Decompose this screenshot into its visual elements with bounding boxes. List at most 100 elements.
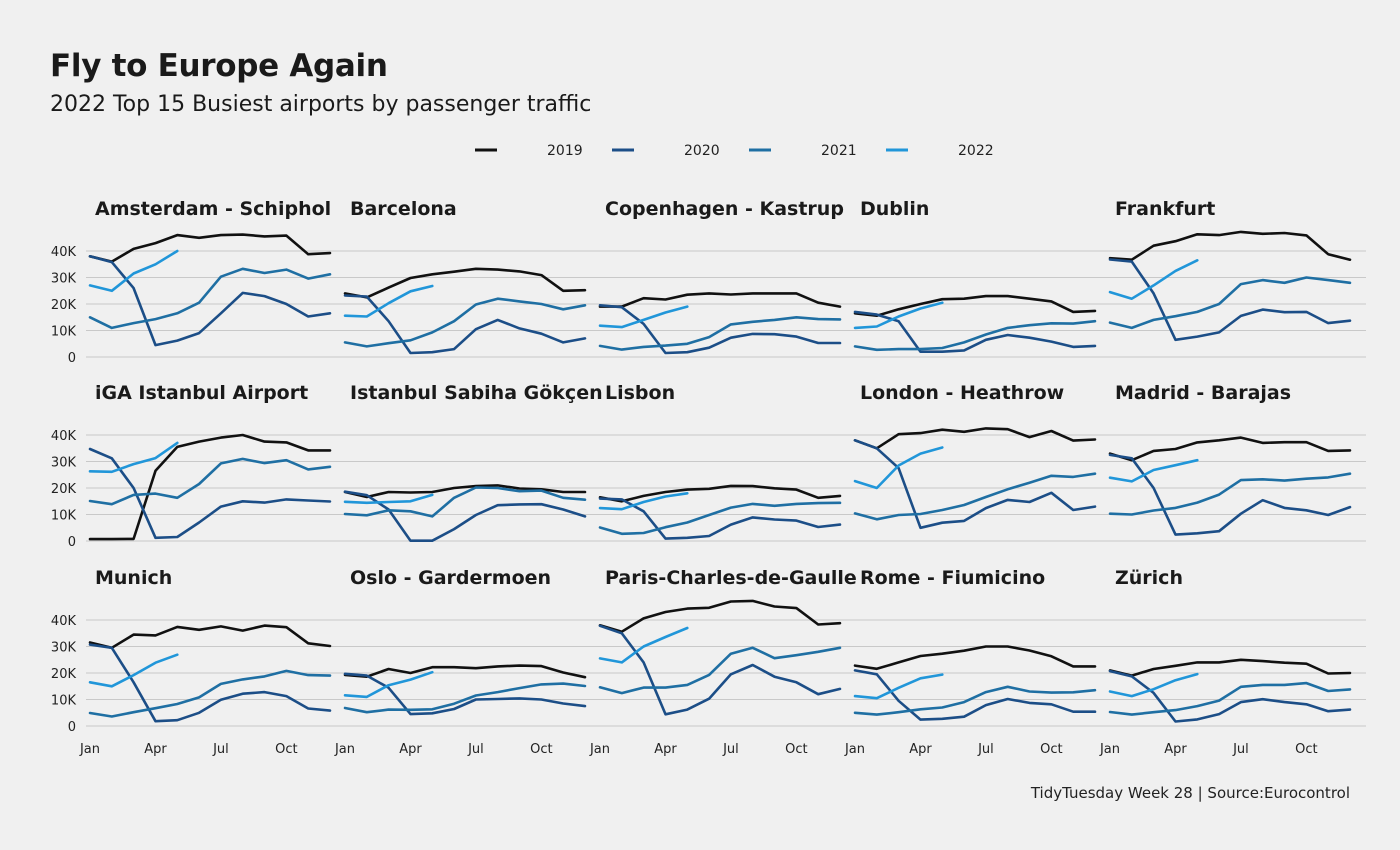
x-tick-label-jul-z-rich: Jul: [1232, 742, 1249, 757]
series-line-2021-barcelona: [343, 297, 587, 348]
series-line-2022-iga-istanbul-airport: [88, 441, 179, 474]
y-tick-label-40K-row1: 40K: [51, 245, 77, 260]
x-tick-label-apr-paris-charles-de-gaulle: Apr: [654, 742, 677, 757]
series-line-2019-frankfurt: [1108, 230, 1352, 262]
series-line-2021-london-heathrow: [853, 472, 1097, 521]
y-tick-label-10K-row1: 10K: [51, 325, 77, 340]
series-line-2020-istanbul-sabiha-g-k-en: [343, 490, 587, 543]
series-line-2020-dublin: [853, 310, 1097, 354]
series-line-2020-amsterdam-schiphol: [88, 254, 332, 347]
series-line-2022-barcelona: [343, 284, 434, 318]
series-line-2020-london-heathrow: [853, 438, 1097, 530]
series-line-2022-oslo-gardermoen: [343, 670, 434, 699]
panel-title-munich: Munich: [95, 567, 172, 589]
x-tick-label-jan-munich: Jan: [79, 742, 100, 757]
y-tick-label-40K-row2: 40K: [51, 429, 77, 444]
series-line-2020-oslo-gardermoen: [343, 672, 587, 716]
panel-title-z-rich: Zürich: [1115, 567, 1183, 589]
panel-title-madrid-barajas: Madrid - Barajas: [1115, 382, 1291, 404]
series-line-2022-amsterdam-schiphol: [88, 249, 179, 293]
series-line-2019-z-rich: [1108, 658, 1352, 677]
series-line-2020-munich: [88, 643, 332, 723]
panel-title-london-heathrow: London - Heathrow: [860, 382, 1064, 404]
series-line-2022-z-rich: [1108, 672, 1199, 698]
series-line-2022-frankfurt: [1108, 258, 1199, 301]
series-line-2019-istanbul-sabiha-g-k-en: [343, 484, 587, 499]
x-tick-label-oct-paris-charles-de-gaulle: Oct: [785, 742, 807, 757]
x-tick-label-oct-rome-fiumicino: Oct: [1040, 742, 1062, 757]
series-line-2019-madrid-barajas: [1108, 436, 1352, 462]
x-tick-label-jan-rome-fiumicino: Jan: [844, 742, 865, 757]
series-line-2021-amsterdam-schiphol: [88, 267, 332, 330]
x-tick-label-jan-paris-charles-de-gaulle: Jan: [589, 742, 610, 757]
series-line-2019-oslo-gardermoen: [343, 664, 587, 679]
y-tick-label-40K-row3: 40K: [51, 614, 77, 629]
y-tick-label-30K-row2: 30K: [51, 456, 77, 471]
panel-title-iga-istanbul-airport: iGA Istanbul Airport: [95, 382, 308, 404]
series-line-2022-london-heathrow: [853, 446, 944, 490]
x-tick-label-oct-z-rich: Oct: [1295, 742, 1317, 757]
series-line-2022-dublin: [853, 301, 944, 330]
y-tick-label-20K-row1: 20K: [51, 298, 77, 313]
series-line-2019-lisbon: [598, 484, 842, 503]
series-line-2021-dublin: [853, 319, 1097, 352]
x-tick-label-apr-oslo-gardermoen: Apr: [399, 742, 422, 757]
series-line-2019-london-heathrow: [853, 427, 1097, 450]
panel-title-barcelona: Barcelona: [350, 198, 457, 220]
series-line-2022-paris-charles-de-gaulle: [598, 626, 689, 664]
legend-label-2020: 2020: [684, 143, 720, 159]
series-line-2019-copenhagen-kastrup: [598, 292, 842, 308]
panel-title-istanbul-sabiha-g-k-en: Istanbul Sabiha Gökçen: [350, 382, 603, 404]
series-line-2020-paris-charles-de-gaulle: [598, 624, 842, 716]
series-line-2022-munich: [88, 653, 179, 688]
series-line-2019-iga-istanbul-airport: [88, 433, 332, 541]
series-line-2020-frankfurt: [1108, 258, 1352, 342]
chart-caption: TidyTuesday Week 28 | Source:Eurocontrol: [1030, 784, 1350, 802]
chart-subtitle: 2022 Top 15 Busiest airports by passenge…: [50, 92, 592, 117]
series-line-2022-madrid-barajas: [1108, 458, 1199, 483]
x-tick-label-jul-paris-charles-de-gaulle: Jul: [722, 742, 739, 757]
panel-title-amsterdam-schiphol: Amsterdam - Schiphol: [95, 198, 331, 220]
series-line-2020-lisbon: [598, 497, 842, 540]
series-line-2019-dublin: [853, 294, 1097, 318]
x-tick-label-apr-munich: Apr: [144, 742, 167, 757]
series-line-2021-istanbul-sabiha-g-k-en: [343, 486, 587, 518]
series-line-2022-lisbon: [598, 491, 689, 511]
x-tick-label-jan-oslo-gardermoen: Jan: [334, 742, 355, 757]
series-line-2021-frankfurt: [1108, 276, 1352, 330]
legend-label-2019: 2019: [547, 143, 583, 159]
y-tick-label-30K-row3: 30K: [51, 641, 77, 656]
x-tick-label-jul-munich: Jul: [212, 742, 229, 757]
series-line-2020-rome-fiumicino: [853, 669, 1097, 721]
legend-label-2021: 2021: [821, 143, 857, 159]
series-line-2021-munich: [88, 669, 332, 718]
series-line-2021-madrid-barajas: [1108, 472, 1352, 516]
series-line-2021-z-rich: [1108, 681, 1352, 716]
y-tick-label-10K-row2: 10K: [51, 509, 77, 524]
series-line-2019-paris-charles-de-gaulle: [598, 599, 842, 634]
series-line-2022-copenhagen-kastrup: [598, 305, 689, 329]
x-tick-label-jul-rome-fiumicino: Jul: [977, 742, 994, 757]
series-line-2021-lisbon: [598, 501, 842, 536]
panel-title-copenhagen-kastrup: Copenhagen - Kastrup: [605, 198, 844, 220]
panel-title-rome-fiumicino: Rome - Fiumicino: [860, 567, 1045, 589]
series-line-2021-iga-istanbul-airport: [88, 457, 332, 506]
chart-title: Fly to Europe Again: [50, 48, 388, 84]
x-tick-label-jan-z-rich: Jan: [1099, 742, 1120, 757]
series-line-2019-amsterdam-schiphol: [88, 233, 332, 263]
panel-title-paris-charles-de-gaulle: Paris-Charles-de-Gaulle: [605, 567, 857, 589]
panel-title-dublin: Dublin: [860, 198, 929, 220]
series-line-2020-copenhagen-kastrup: [598, 303, 842, 355]
x-tick-label-jul-oslo-gardermoen: Jul: [467, 742, 484, 757]
series-line-2020-barcelona: [343, 294, 587, 355]
legend-label-2022: 2022: [958, 143, 994, 159]
panel-title-oslo-gardermoen: Oslo - Gardermoen: [350, 567, 551, 589]
x-tick-label-oct-munich: Oct: [275, 742, 297, 757]
y-tick-label-10K-row3: 10K: [51, 694, 77, 709]
x-tick-label-oct-oslo-gardermoen: Oct: [530, 742, 552, 757]
x-tick-label-apr-z-rich: Apr: [1164, 742, 1187, 757]
y-tick-label-20K-row2: 20K: [51, 482, 77, 497]
series-line-2021-oslo-gardermoen: [343, 682, 587, 714]
y-tick-label-0-row3: 0: [68, 720, 76, 735]
